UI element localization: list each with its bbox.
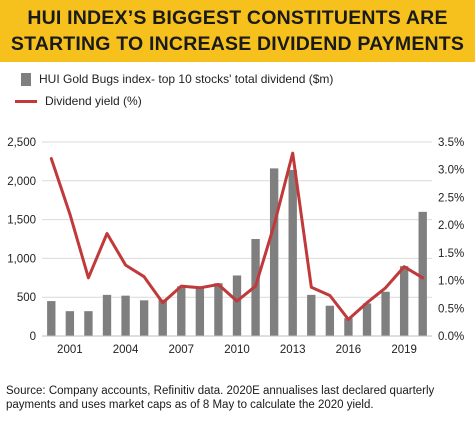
y-tick-label-left: 1,500 [7, 215, 36, 227]
bar [65, 311, 75, 336]
bar [288, 169, 297, 336]
x-tick-label: 2001 [57, 344, 83, 356]
yield-line [49, 151, 425, 321]
bar [139, 300, 149, 336]
bar [344, 318, 353, 336]
y-tick-label-right: 1.5% [438, 248, 464, 260]
y-tick-label-left: 2,500 [7, 137, 36, 149]
y-tick-label-right: 0.0% [438, 331, 464, 343]
bar [418, 211, 427, 336]
y-tick-label-left: 500 [17, 292, 36, 304]
bar [269, 168, 279, 336]
bar [214, 283, 223, 336]
legend-label-yield: Dividend yield (%) [45, 94, 142, 108]
x-tick-label: 2016 [336, 344, 362, 356]
bar [307, 294, 316, 336]
bar [381, 291, 390, 336]
title-banner: HUI INDEX’S BIGGEST CONSTITUENTS ARE STA… [0, 0, 475, 62]
legend-label-dividend: HUI Gold Bugs index- top 10 stocks' tota… [39, 72, 334, 86]
y-tick-label-right: 1.0% [438, 276, 464, 288]
bar [121, 295, 130, 336]
y-tick-label-right: 0.5% [438, 303, 464, 315]
source-note: Source: Company accounts, Refinitiv data… [6, 385, 435, 411]
legend-line-swatch [15, 99, 37, 103]
bar [158, 299, 167, 336]
legend-item-yield: Dividend yield (%) [15, 92, 333, 110]
y-tick-label-right: 2.0% [438, 220, 464, 232]
y-tick-label-right: 3.5% [438, 137, 464, 149]
chart-title-line-2: STARTING TO INCREASE DIVIDEND PAYMENTS [10, 33, 465, 55]
bar [232, 275, 242, 336]
x-tick-label: 2007 [168, 344, 194, 356]
y-tick-label-right: 2.5% [438, 192, 464, 204]
bar [102, 294, 112, 336]
bar [177, 286, 186, 336]
bar [195, 287, 205, 336]
bar [325, 305, 335, 336]
x-tick-label: 2019 [391, 344, 417, 356]
y-tick-label-left: 2,000 [7, 176, 36, 188]
x-tick-label: 2004 [113, 344, 139, 356]
x-tick-label: 2010 [224, 344, 250, 356]
y-tick-label-left: 0 [30, 331, 36, 343]
bar [84, 311, 93, 336]
legend-item-dividend: HUI Gold Bugs index- top 10 stocks' tota… [15, 70, 333, 88]
legend-bar-swatch [21, 72, 31, 86]
bar [362, 303, 372, 336]
bar [399, 266, 409, 336]
legend: HUI Gold Bugs index- top 10 stocks' tota… [15, 70, 333, 114]
bar [47, 301, 56, 336]
y-tick-label-left: 1,000 [7, 253, 36, 265]
chart-title-line-1: HUI INDEX’S BIGGEST CONSTITUENTS ARE [27, 7, 448, 29]
x-tick-label: 2013 [280, 344, 306, 356]
y-tick-label-right: 3.0% [438, 165, 464, 177]
